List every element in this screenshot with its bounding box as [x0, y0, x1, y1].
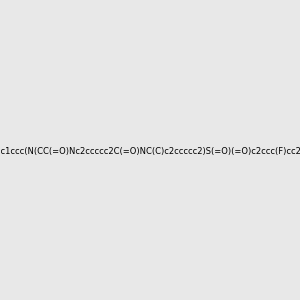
Text: COc1ccc(N(CC(=O)Nc2ccccc2C(=O)NC(C)c2ccccc2)S(=O)(=O)c2ccc(F)cc2)cc1: COc1ccc(N(CC(=O)Nc2ccccc2C(=O)NC(C)c2ccc…	[0, 147, 300, 156]
